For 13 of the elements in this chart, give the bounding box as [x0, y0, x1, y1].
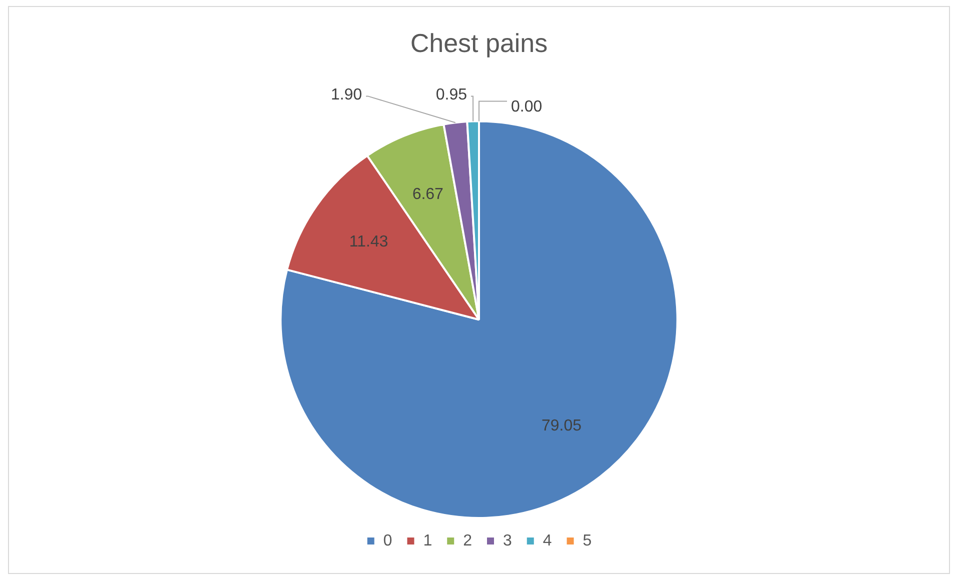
legend-label: 0	[383, 532, 392, 550]
data-label: 6.67	[412, 186, 444, 204]
legend-label: 5	[582, 532, 592, 550]
legend-label: 1	[423, 532, 432, 550]
text: 0.00	[511, 98, 542, 116]
legend-label: 3	[503, 532, 512, 550]
data-label: 1.90	[330, 86, 362, 104]
data-label: 0.95	[436, 86, 468, 104]
legend-label: 2	[463, 532, 472, 550]
legend-label: 4	[542, 532, 552, 550]
data-label: 11.43	[349, 233, 388, 250]
data-label: 79.05	[541, 418, 582, 435]
chart-title: Chest pains	[410, 28, 548, 58]
